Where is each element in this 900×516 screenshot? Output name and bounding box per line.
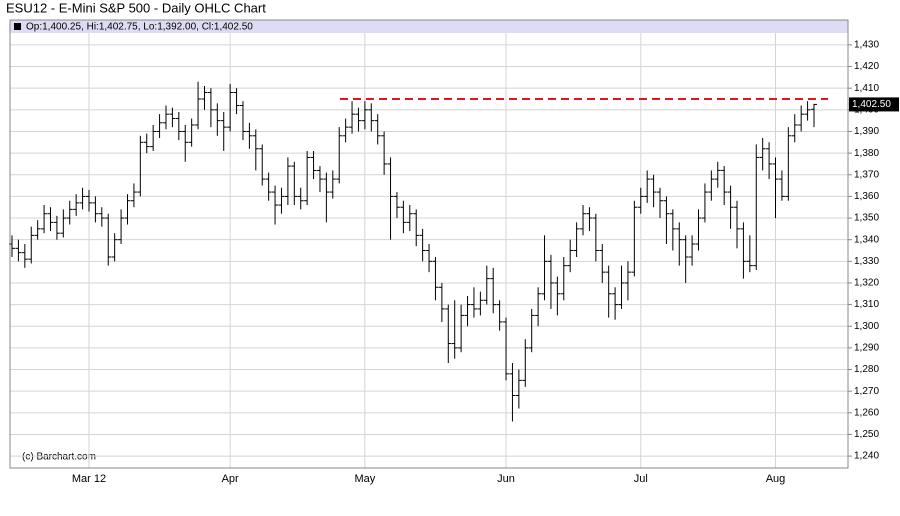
y-tick-label: 1,240 <box>854 451 879 462</box>
y-tick-label: 1,260 <box>854 407 879 418</box>
y-tick-label: 1,320 <box>854 278 879 289</box>
last-price-label: 1,402.50 <box>852 99 891 110</box>
x-tick-label: May <box>354 473 375 485</box>
y-tick-label: 1,340 <box>854 234 879 245</box>
y-tick-label: 1,380 <box>854 148 879 159</box>
x-tick-label: Aug <box>766 473 786 485</box>
y-tick-label: 1,290 <box>854 343 879 354</box>
x-tick-label: Jul <box>634 473 648 485</box>
y-tick-label: 1,360 <box>854 191 879 202</box>
y-tick-label: 1,310 <box>854 299 879 310</box>
y-tick-label: 1,410 <box>854 83 879 94</box>
last-price-box <box>849 97 899 112</box>
y-tick-label: 1,390 <box>854 126 879 137</box>
plot-border <box>9 19 849 469</box>
x-tick-label: Jun <box>497 473 515 485</box>
y-tick-label: 1,430 <box>854 40 879 51</box>
y-tick-label: 1,270 <box>854 386 879 397</box>
y-tick-label: 1,350 <box>854 213 879 224</box>
y-tick-label: 1,300 <box>854 321 879 332</box>
chart-title: ESU12 - E-Mini S&P 500 - Daily OHLC Char… <box>6 0 266 15</box>
info-text: Op:1,400.25, Hi:1,402.75, Lo:1,392.00, C… <box>26 22 253 33</box>
y-tick-label: 1,280 <box>854 364 879 375</box>
info-marker <box>14 23 21 30</box>
x-tick-label: Apr <box>222 473 239 485</box>
y-tick-label: 1,250 <box>854 429 879 440</box>
x-tick-label: Mar 12 <box>72 473 106 485</box>
bars <box>9 81 817 422</box>
y-tick-label: 1,330 <box>854 256 879 267</box>
info-bar <box>10 20 848 33</box>
y-tick-label: 1,370 <box>854 169 879 180</box>
y-tick-label: 1,420 <box>854 61 879 72</box>
watermark: (c) Barchart.com <box>22 452 96 463</box>
